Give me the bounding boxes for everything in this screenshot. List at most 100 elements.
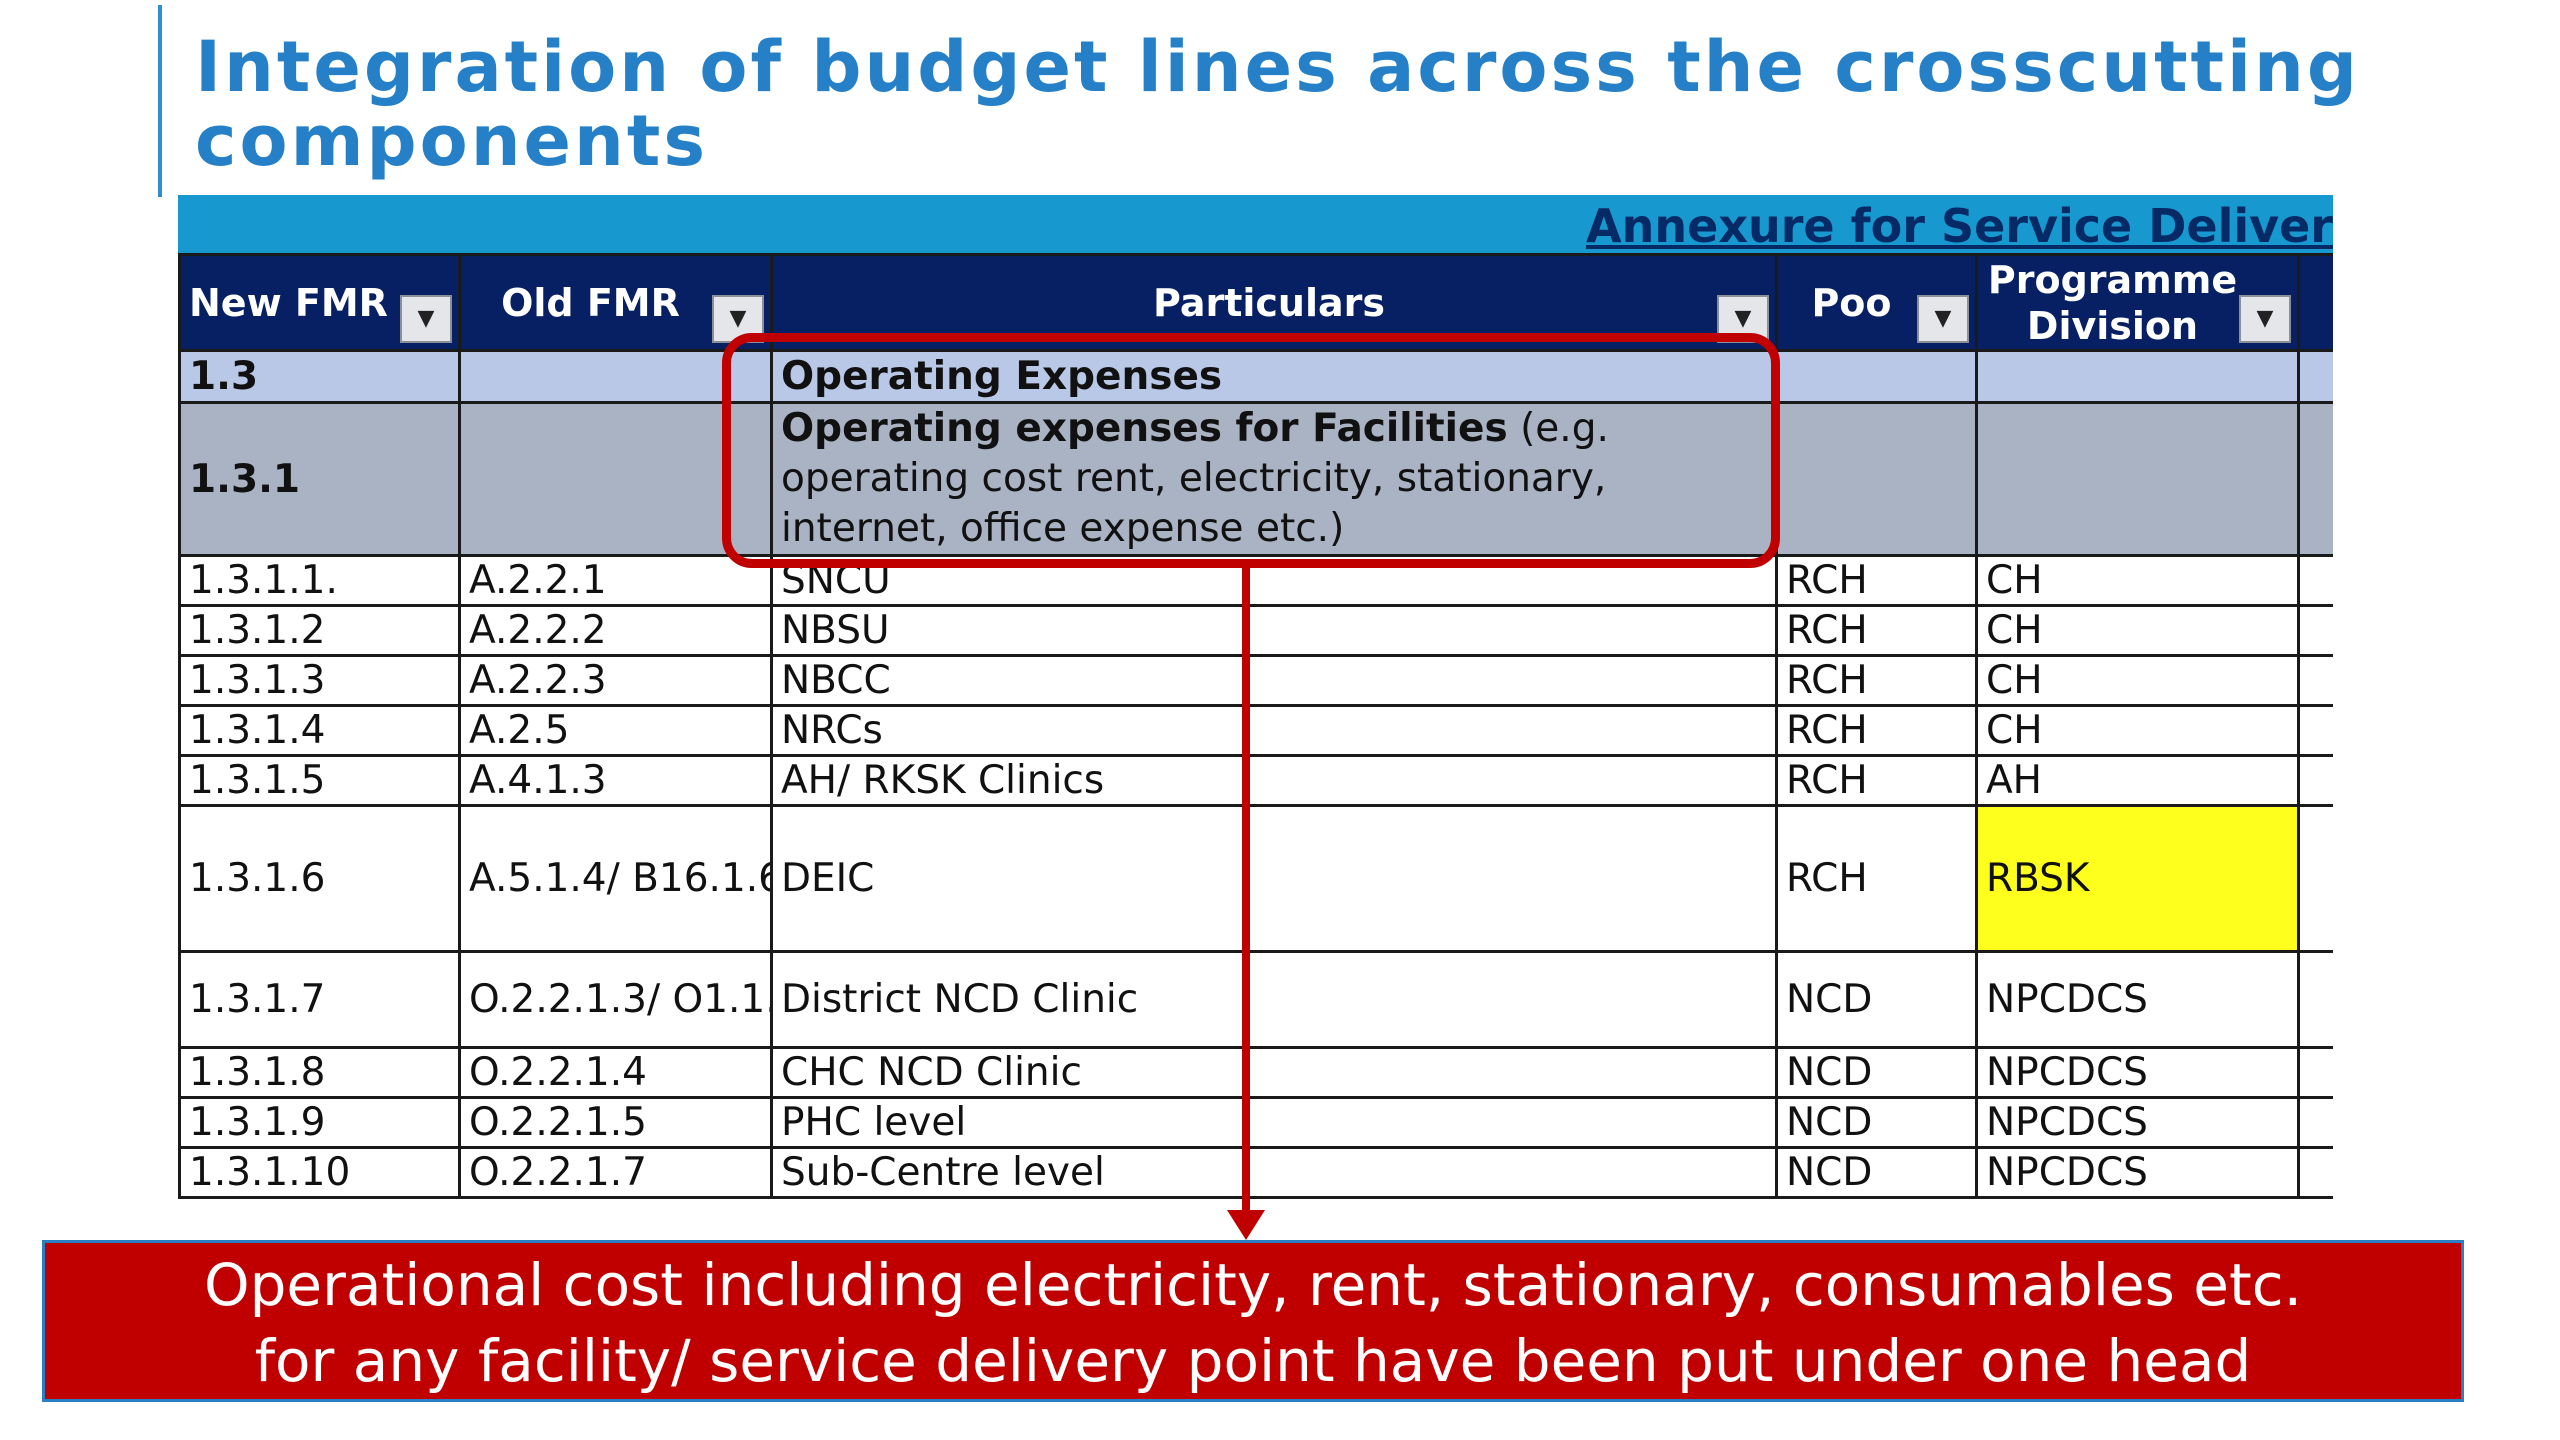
cell-old-fmr: O.2.2.1.5 (458, 1096, 773, 1149)
cell-cutoff (2297, 704, 2333, 757)
subsection-new-fmr: 1.3.1 (178, 401, 461, 557)
cell-old-fmr: A.4.1.3 (458, 754, 773, 807)
cell-new-fmr: 1.3.1.7 (178, 950, 461, 1049)
cell-pool: NCD (1775, 1046, 1978, 1099)
cell-old-fmr: A.2.2.1 (458, 554, 773, 607)
cell-pool: RCH (1775, 654, 1978, 707)
callout-connector-line (1242, 568, 1250, 1214)
cell-cutoff (2297, 1096, 2333, 1149)
cell-division: CH (1975, 554, 2300, 607)
cell-pool: RCH (1775, 604, 1978, 657)
cell-new-fmr: 1.3.1.3 (178, 654, 461, 707)
cell-pool: RCH (1775, 704, 1978, 757)
table-row: 1.3.1.8 O.2.2.1.4 CHC NCD Clinic NCD NPC… (178, 1046, 2333, 1099)
cell-division: NPCDCS (1975, 1046, 2300, 1099)
table-row: 1.3.1.3 A.2.2.3 NBCC RCH CH (178, 654, 2333, 707)
cell-division: CH (1975, 604, 2300, 657)
table-row: 1.3.1.10 O.2.2.1.7 Sub-Centre level NCD … (178, 1146, 2333, 1199)
subsection-particulars: Operating expenses for Facilities (e.g. … (770, 401, 1778, 557)
cell-old-fmr: A.2.5 (458, 704, 773, 757)
cell-new-fmr: 1.3.1.2 (178, 604, 461, 657)
cell-division: CH (1975, 654, 2300, 707)
cell-particulars: NBCC (770, 654, 1778, 707)
section-particulars: Operating Expenses (770, 349, 1778, 404)
subsection-old-fmr (458, 401, 773, 557)
cell-cutoff (2297, 554, 2333, 607)
cell-particulars: DEIC (770, 804, 1778, 953)
cell-new-fmr: 1.3.1.9 (178, 1096, 461, 1149)
cell-particulars: PHC level (770, 1096, 1778, 1149)
cell-cutoff (2297, 654, 2333, 707)
cell-division: CH (1975, 704, 2300, 757)
cell-cutoff (2297, 1046, 2333, 1099)
cell-old-fmr: A.5.1.4/ B16.1.6.3.5/ B16.1.6.3.6 (458, 804, 773, 953)
subsection-particulars-bold: Operating expenses for Facilities (781, 406, 1508, 451)
banner-line-2: for any facility/ service delivery point… (254, 1327, 2252, 1395)
cell-pool: NCD (1775, 1146, 1978, 1199)
col-header-cutoff (2297, 253, 2333, 352)
title-accent-rule (158, 5, 162, 197)
col-header-programme-division: Programme Division ▼ (1975, 253, 2300, 352)
cell-division: AH (1975, 754, 2300, 807)
col-header-label: Old FMR (501, 280, 680, 325)
cell-particulars: CHC NCD Clinic (770, 1046, 1778, 1099)
cell-cutoff (2297, 1146, 2333, 1199)
arrow-down-icon (1227, 1210, 1265, 1240)
slide-title: Integration of budget lines across the c… (195, 26, 2360, 182)
cell-pool: RCH (1775, 804, 1978, 953)
budget-table: New FMR ▼ Old FMR ▼ Particulars ▼ Poo ▼ … (178, 253, 2333, 1199)
filter-dropdown-icon[interactable]: ▼ (1917, 295, 1969, 343)
subsection-cutoff (2297, 401, 2333, 557)
cell-new-fmr: 1.3.1.4 (178, 704, 461, 757)
cell-division: NPCDCS (1975, 1146, 2300, 1199)
cell-new-fmr: 1.3.1.8 (178, 1046, 461, 1099)
cell-cutoff (2297, 950, 2333, 1049)
cell-new-fmr: 1.3.1.10 (178, 1146, 461, 1199)
cell-old-fmr: O.2.2.1.4 (458, 1046, 773, 1099)
cell-particulars: AH/ RKSK Clinics (770, 754, 1778, 807)
cell-new-fmr: 1.3.1.5 (178, 754, 461, 807)
cell-cutoff (2297, 804, 2333, 953)
section-division (1975, 349, 2300, 404)
cell-particulars: Sub-Centre level (770, 1146, 1778, 1199)
cell-pool: NCD (1775, 950, 1978, 1049)
filter-dropdown-icon[interactable]: ▼ (400, 295, 452, 343)
banner-line-1: Operational cost including electricity, … (203, 1251, 2303, 1319)
table-row: 1.3.1.6 A.5.1.4/ B16.1.6.3.5/ B16.1.6.3.… (178, 804, 2333, 953)
subsection-row: 1.3.1 Operating expenses for Facilities … (178, 401, 2333, 557)
cell-cutoff (2297, 754, 2333, 807)
cell-particulars: District NCD Clinic (770, 950, 1778, 1049)
cell-division-highlighted: RBSK (1975, 804, 2300, 953)
cell-division: NPCDCS (1975, 950, 2300, 1049)
col-header-label: Poo (1811, 280, 1892, 325)
filter-dropdown-icon[interactable]: ▼ (2239, 295, 2291, 343)
col-header-label: New FMR (189, 280, 388, 325)
annexure-title: Annexure for Service Deliver (1586, 199, 2333, 253)
cell-pool: RCH (1775, 554, 1978, 607)
table-row: 1.3.1.9 O.2.2.1.5 PHC level NCD NPCDCS (178, 1096, 2333, 1149)
cell-particulars: NBSU (770, 604, 1778, 657)
cell-cutoff (2297, 604, 2333, 657)
cell-pool: NCD (1775, 1096, 1978, 1149)
highlight-callout-box (722, 333, 1780, 568)
col-header-label: Particulars (1152, 280, 1385, 325)
section-cutoff (2297, 349, 2333, 404)
cell-old-fmr: A.2.2.2 (458, 604, 773, 657)
subsection-division (1975, 401, 2300, 557)
summary-banner: Operational cost including electricity, … (42, 1240, 2464, 1402)
cell-new-fmr: 1.3.1.6 (178, 804, 461, 953)
section-old-fmr (458, 349, 773, 404)
section-row: 1.3 Operating Expenses (178, 349, 2333, 404)
col-header-label: Programme Division (1987, 257, 2238, 348)
spreadsheet-excerpt: Annexure for Service Deliver New FMR ▼ O… (178, 195, 2333, 1199)
table-row: 1.3.1.4 A.2.5 NRCs RCH CH (178, 704, 2333, 757)
section-new-fmr: 1.3 (178, 349, 461, 404)
table-row: 1.3.1.5 A.4.1.3 AH/ RKSK Clinics RCH AH (178, 754, 2333, 807)
cell-old-fmr: A.2.2.3 (458, 654, 773, 707)
col-header-old-fmr: Old FMR ▼ (458, 253, 773, 352)
cell-pool: RCH (1775, 754, 1978, 807)
col-header-pool: Poo ▼ (1775, 253, 1978, 352)
cell-particulars: NRCs (770, 704, 1778, 757)
cell-new-fmr: 1.3.1.1. (178, 554, 461, 607)
section-pool (1775, 349, 1978, 404)
